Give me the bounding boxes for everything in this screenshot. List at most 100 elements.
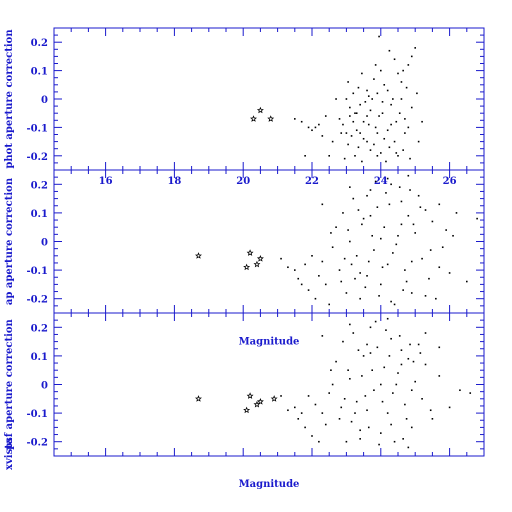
data-point (366, 115, 368, 117)
data-point (400, 81, 403, 83)
data-point (354, 112, 356, 114)
data-point (378, 35, 380, 38)
data-point (424, 363, 427, 366)
data-point (398, 112, 401, 114)
data-point (362, 120, 365, 123)
data-point (421, 398, 423, 400)
data-point (347, 81, 349, 83)
data-point (402, 289, 404, 291)
data-point (287, 266, 289, 269)
data-point (448, 406, 451, 409)
data-point (378, 295, 380, 297)
data-point (324, 423, 327, 426)
data-point (402, 69, 404, 72)
data-point (347, 143, 349, 146)
y-tick-label: -0.2 (26, 438, 48, 449)
data-point (374, 180, 377, 183)
data-point (381, 400, 384, 403)
data-point (342, 340, 344, 343)
data-point (376, 155, 379, 157)
data-point (367, 123, 370, 126)
data-point (397, 372, 399, 374)
data-point (362, 217, 365, 220)
data-point (400, 200, 403, 203)
data-point (400, 363, 403, 366)
y-tick-label: -0.1 (26, 409, 48, 420)
data-point (349, 240, 351, 243)
data-point (347, 229, 349, 231)
data-point (395, 152, 398, 154)
data-point (376, 346, 379, 349)
data-point (321, 203, 324, 206)
panel-frame (53, 27, 485, 171)
data-point (318, 123, 320, 126)
data-point (405, 280, 408, 283)
data-point (388, 203, 391, 206)
data-point (383, 226, 386, 228)
data-point (331, 383, 334, 386)
data-point (404, 132, 406, 134)
data-point (357, 209, 360, 211)
y-axis-label: phot aperture correction (4, 29, 15, 169)
data-point (349, 323, 351, 326)
data-point (417, 140, 420, 143)
data-point (386, 263, 389, 266)
data-point (398, 335, 401, 337)
x-tick-label: 22 (305, 176, 319, 187)
data-point (297, 418, 300, 420)
data-point (354, 277, 356, 280)
y-tick-label: 0.1 (31, 352, 48, 363)
data-point (438, 346, 441, 349)
data-point (414, 232, 416, 234)
data-point (345, 292, 348, 294)
data-point (407, 446, 410, 449)
data-point (294, 118, 296, 120)
data-point (397, 155, 399, 157)
data-point (328, 392, 330, 394)
data-point (359, 132, 361, 134)
data-point (410, 55, 413, 58)
panel-frame (53, 312, 485, 457)
data-point (366, 140, 368, 143)
data-point (373, 389, 375, 392)
data-point (253, 260, 261, 268)
data-point (340, 280, 343, 283)
data-point (366, 194, 368, 197)
data-point (397, 72, 399, 75)
data-point (419, 352, 422, 354)
data-point (407, 64, 410, 66)
y-tick-label: 0.2 (31, 180, 48, 191)
data-point (342, 212, 344, 214)
panel-2: -0.2 -0.1 0 0.1 0.2 ap aperture correction (4, 169, 485, 314)
y-axis-label: ap aperture correction (4, 177, 15, 305)
data-point (347, 369, 349, 371)
data-point (366, 275, 368, 277)
data-point (405, 418, 408, 420)
data-point (380, 152, 382, 154)
data-point (357, 349, 360, 351)
data-point (369, 189, 372, 191)
data-point (321, 135, 324, 137)
data-point (441, 246, 444, 249)
data-point (392, 98, 394, 100)
data-point (367, 260, 370, 263)
data-point (405, 86, 408, 89)
data-point (390, 337, 392, 340)
data-point (476, 217, 478, 220)
data-point (412, 223, 415, 226)
data-point (409, 189, 411, 191)
data-point (392, 392, 394, 394)
data-point (404, 118, 406, 120)
data-point (345, 98, 348, 100)
data-point (352, 120, 355, 123)
data-point (390, 103, 392, 106)
data-point (373, 249, 375, 251)
data-point (355, 400, 358, 403)
data-point (311, 255, 313, 257)
data-point (369, 352, 372, 354)
x-tick-label: 24 (374, 176, 388, 187)
data-point (407, 357, 410, 360)
data-point (280, 395, 282, 397)
data-point (355, 112, 358, 114)
